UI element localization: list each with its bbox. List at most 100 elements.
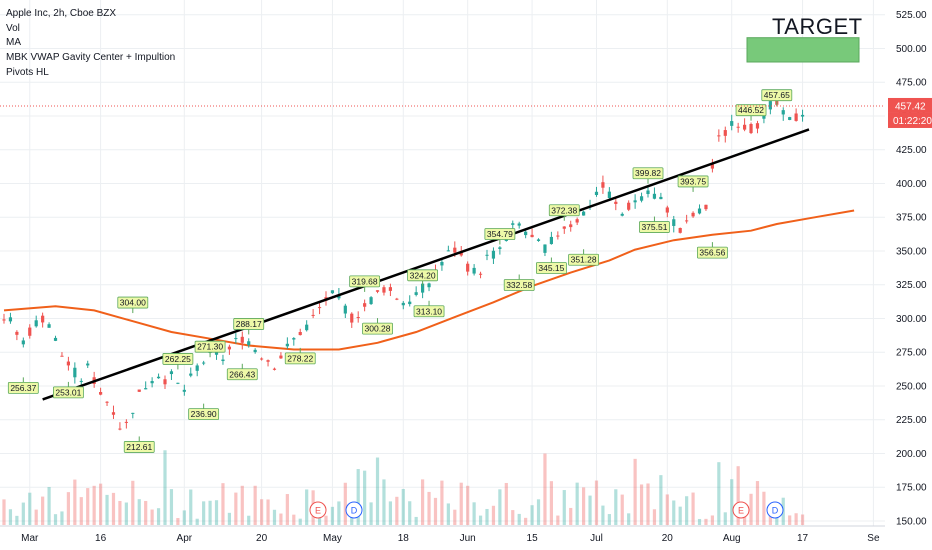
volume-bar	[672, 500, 676, 525]
candle-body	[375, 290, 380, 292]
legend-title[interactable]: Apple Inc, 2h, Cboe BZX	[6, 8, 117, 19]
volume-bar	[575, 482, 579, 525]
pivot-box	[284, 352, 316, 365]
candle-body	[556, 235, 560, 237]
volume-bar	[755, 481, 760, 525]
candle-body	[781, 110, 785, 115]
candle-body	[646, 190, 650, 195]
candle-body	[182, 389, 186, 392]
legend-pivots[interactable]: Pivots HL	[6, 66, 49, 78]
volume-bar	[131, 480, 135, 525]
volume-bar	[401, 488, 405, 525]
pivot-box	[548, 204, 580, 217]
volume-bar	[408, 501, 412, 525]
volume-bar	[214, 500, 219, 525]
candle-body	[105, 401, 109, 403]
candle-body	[755, 123, 760, 129]
countdown-value: 01:22:20	[893, 116, 932, 127]
candle-body	[34, 320, 38, 327]
volume-bar	[169, 489, 174, 525]
pivot-box	[233, 318, 265, 330]
candle-body	[60, 355, 64, 357]
legend-vol[interactable]: Vol	[6, 22, 20, 34]
event-circle	[309, 501, 327, 519]
volume-bar	[517, 513, 521, 525]
volume-bar	[369, 502, 373, 525]
target-zone[interactable]	[746, 37, 860, 63]
candle-body	[717, 135, 721, 137]
volume-bar	[588, 495, 592, 525]
candle-body	[401, 302, 405, 306]
volume-bar	[453, 509, 457, 525]
pivot-labels: 304.00 256.37 253.01 212.61 262.25 271.30 236.…	[7, 89, 793, 453]
pivot-box	[53, 386, 84, 399]
event-letter: E	[738, 506, 744, 516]
volume-bars	[2, 450, 805, 525]
candle-body	[86, 363, 90, 366]
candle-body	[788, 117, 792, 120]
pivot-value: 457.65	[764, 90, 790, 100]
legend-vwap[interactable]: MBK VWAP Gavity Center + Impultion	[6, 52, 176, 64]
event-circle	[732, 501, 750, 519]
candle-body	[627, 202, 631, 210]
candle-body	[150, 381, 154, 384]
pivot-label: 271.30	[194, 340, 226, 358]
dividend-marker: D	[345, 501, 363, 519]
pivot-box	[7, 381, 39, 394]
pivot-label: 278.22	[284, 347, 316, 365]
volume-bar	[659, 475, 663, 525]
time-axis[interactable]: Mar 16 Apr 20 May 18 Jun 15 Jul 20 Aug 17 Se	[0, 525, 885, 544]
candle-body	[697, 208, 702, 214]
volume-bar	[298, 518, 302, 525]
pivot-box	[349, 275, 381, 288]
volume-bar	[395, 496, 399, 525]
candle-body	[639, 196, 644, 201]
volume-bar	[182, 510, 186, 525]
pivot-value: 375.51	[641, 222, 667, 232]
volume-bar	[459, 482, 463, 525]
candle-body	[575, 219, 579, 223]
pivot-label: 300.28	[362, 318, 393, 335]
volume-bar	[614, 489, 618, 525]
y-tick-label: 175.00	[896, 483, 927, 494]
legend-ma[interactable]: MA	[6, 37, 21, 49]
volume-bar	[124, 502, 128, 525]
candle-body	[163, 379, 167, 385]
volume-bar	[536, 499, 541, 525]
volume-bar	[749, 493, 753, 525]
candle-body	[511, 223, 515, 225]
candle-body	[144, 388, 148, 390]
volume-bar	[92, 485, 96, 525]
x-tick-label: Jul	[590, 533, 603, 544]
candle-body	[524, 231, 528, 236]
volume-bar	[775, 516, 779, 525]
pivot-box	[639, 221, 670, 233]
candle-body	[285, 343, 289, 347]
pivot-box	[226, 368, 258, 381]
pivot-value: 288.17	[236, 319, 262, 329]
volume-bar	[227, 512, 231, 525]
volume-bar	[388, 501, 392, 525]
volume-bar	[504, 482, 508, 525]
volume-bar	[800, 514, 805, 525]
pivot-value: 256.37	[10, 383, 36, 393]
y-tick-label: 350.00	[896, 246, 927, 257]
candle-body	[330, 290, 335, 294]
pivot-label: 354.79	[484, 228, 516, 245]
candle-body	[66, 361, 70, 366]
volume-bar	[421, 479, 425, 525]
volume-bar	[569, 507, 573, 525]
volume-bar	[163, 450, 167, 525]
pivot-value: 332.58	[506, 280, 532, 290]
price-axis[interactable]: 525.00500.00475.00450.00425.00400.00375.…	[885, 0, 932, 550]
candle-body	[317, 307, 322, 309]
candle-body	[768, 101, 772, 110]
candle-body	[440, 261, 444, 266]
candle-body	[517, 223, 521, 226]
volume-bar	[562, 490, 566, 525]
x-tick-label: 17	[797, 533, 809, 544]
pivot-box	[188, 408, 220, 421]
trendline[interactable]	[42, 128, 810, 401]
